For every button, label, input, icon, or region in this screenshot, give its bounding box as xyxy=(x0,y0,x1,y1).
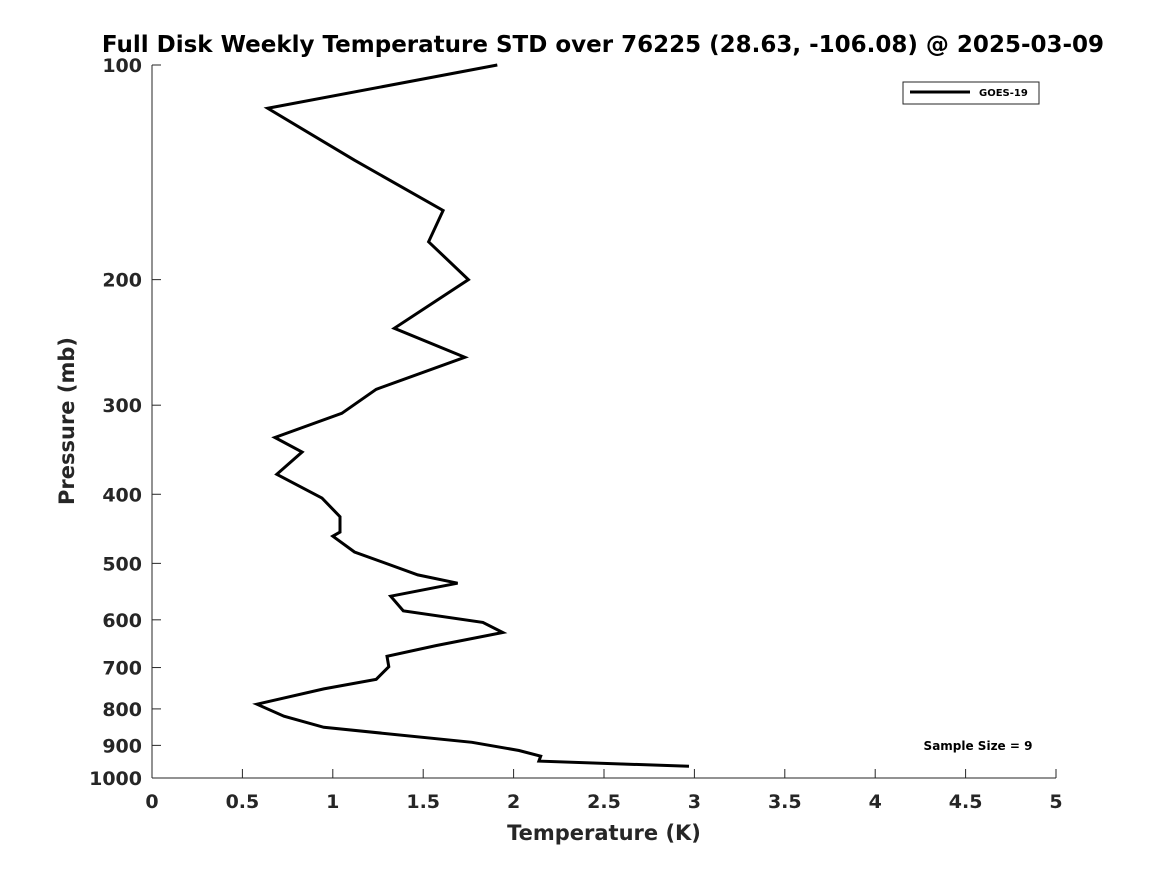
x-tick-label: 3 xyxy=(688,791,701,813)
x-tick-label: 0.5 xyxy=(226,791,260,813)
y-tick-label: 100 xyxy=(102,55,142,77)
x-tick-label: 3.5 xyxy=(768,791,802,813)
y-tick-label: 700 xyxy=(102,658,142,680)
series-line-goes-19 xyxy=(252,63,690,768)
x-tick-label: 1.5 xyxy=(406,791,440,813)
y-tick-label: 600 xyxy=(102,610,142,632)
x-tick-label: 1 xyxy=(326,791,339,813)
y-tick-label: 1000 xyxy=(89,768,142,790)
y-tick-label: 400 xyxy=(102,484,142,506)
y-tick-label: 500 xyxy=(102,553,142,575)
y-tick-label: 200 xyxy=(102,270,142,292)
y-axis-label: Pressure (mb) xyxy=(55,337,79,505)
y-ticks: 100 200 300 400 500 600 700 800 900 1000 xyxy=(89,55,161,790)
legend: GOES-19 xyxy=(902,81,1040,105)
sample-size-annotation: Sample Size = 9 xyxy=(924,739,1033,753)
x-tick-label: 2.5 xyxy=(587,791,621,813)
x-tick-label: 4 xyxy=(869,791,882,813)
y-tick-label: 800 xyxy=(102,699,142,721)
legend-label-goes-19: GOES-19 xyxy=(979,88,1028,99)
x-ticks: 0 0.5 1 1.5 2 2.5 3 3.5 4 4.5 5 xyxy=(145,769,1063,813)
y-tick-label: 300 xyxy=(102,395,142,417)
x-tick-label: 0 xyxy=(145,791,158,813)
y-tick-label: 900 xyxy=(102,735,142,757)
series-layer xyxy=(252,63,690,768)
legend-box xyxy=(902,81,1040,105)
x-tick-label: 4.5 xyxy=(949,791,983,813)
axes-frame xyxy=(151,65,1056,779)
x-tick-label: 2 xyxy=(507,791,520,813)
chart-title: Full Disk Weekly Temperature STD over 76… xyxy=(102,32,1104,58)
x-axis-label: Temperature (K) xyxy=(507,821,701,845)
x-tick-label: 5 xyxy=(1049,791,1062,813)
